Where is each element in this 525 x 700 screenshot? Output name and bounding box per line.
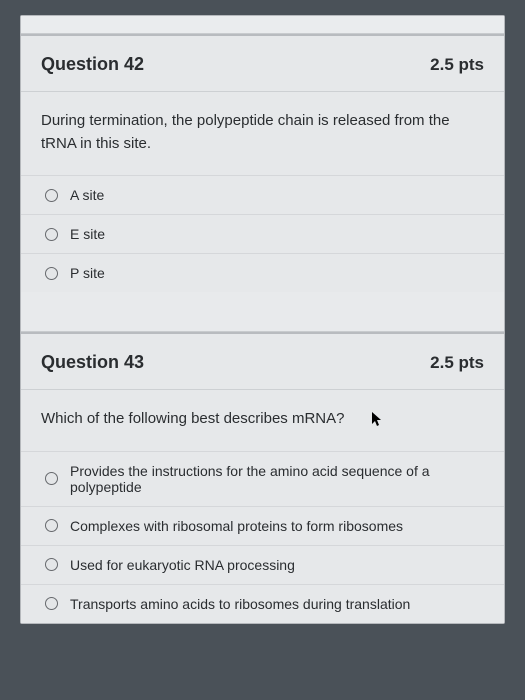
question-gap [21, 292, 504, 332]
radio-icon[interactable] [45, 189, 58, 202]
radio-icon[interactable] [45, 597, 58, 610]
radio-icon[interactable] [45, 558, 58, 571]
top-spacer [21, 16, 504, 34]
option-label: Transports amino acids to ribosomes duri… [70, 596, 410, 612]
option-label: P site [70, 265, 105, 281]
options-list: Provides the instructions for the amino … [21, 452, 504, 623]
question-card-43: Question 43 2.5 pts Which of the followi… [21, 332, 504, 623]
options-list: A site E site P site [21, 176, 504, 292]
question-points: 2.5 pts [430, 55, 484, 75]
option-row[interactable]: P site [21, 254, 504, 292]
option-row[interactable]: Complexes with ribosomal proteins to for… [21, 507, 504, 546]
radio-icon[interactable] [45, 472, 58, 485]
question-title: Question 43 [41, 352, 144, 373]
question-header: Question 42 2.5 pts [21, 36, 504, 92]
question-card-42: Question 42 2.5 pts During termination, … [21, 34, 504, 292]
quiz-container: Question 42 2.5 pts During termination, … [20, 15, 505, 624]
option-label: Provides the instructions for the amino … [70, 463, 480, 495]
option-label: E site [70, 226, 105, 242]
radio-icon[interactable] [45, 228, 58, 241]
option-row[interactable]: Transports amino acids to ribosomes duri… [21, 585, 504, 623]
option-row[interactable]: E site [21, 215, 504, 254]
question-text: Which of the following best describes mR… [21, 390, 504, 452]
option-label: Used for eukaryotic RNA processing [70, 557, 295, 573]
option-label: A site [70, 187, 104, 203]
question-title: Question 42 [41, 54, 144, 75]
question-header: Question 43 2.5 pts [21, 334, 504, 390]
option-row[interactable]: Provides the instructions for the amino … [21, 452, 504, 507]
question-points: 2.5 pts [430, 353, 484, 373]
radio-icon[interactable] [45, 267, 58, 280]
option-row[interactable]: Used for eukaryotic RNA processing [21, 546, 504, 585]
option-row[interactable]: A site [21, 176, 504, 215]
radio-icon[interactable] [45, 519, 58, 532]
question-text: During termination, the polypeptide chai… [21, 92, 504, 176]
option-label: Complexes with ribosomal proteins to for… [70, 518, 403, 534]
